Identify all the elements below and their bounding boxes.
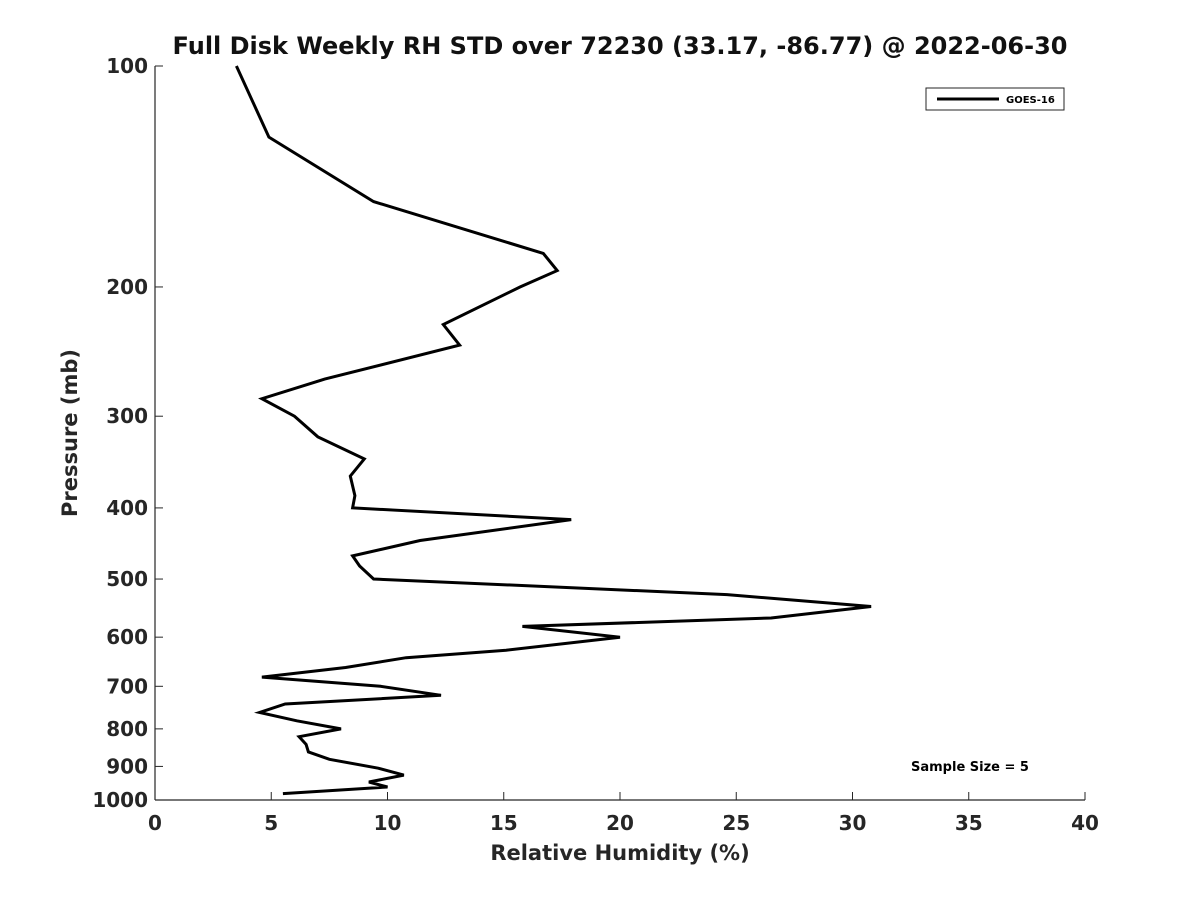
x-tick-label: 25 (722, 811, 750, 835)
x-tick-label: 20 (606, 811, 634, 835)
x-tick-label: 15 (490, 811, 518, 835)
y-tick-label: 100 (106, 54, 148, 78)
x-axis-ticks: 0 5 10 15 20 25 30 35 40 (148, 792, 1099, 835)
x-axis-label: Relative Humidity (%) (490, 841, 749, 865)
series-layer (235, 65, 872, 796)
y-tick-label: 1000 (92, 788, 148, 812)
y-tick-label: 900 (106, 754, 148, 778)
x-tick-label: 30 (839, 811, 867, 835)
sample-size-annotation: Sample Size = 5 (911, 760, 1029, 775)
y-tick-label: 600 (106, 625, 148, 649)
x-tick-label: 5 (264, 811, 278, 835)
x-tick-label: 10 (374, 811, 402, 835)
y-tick-label: 500 (106, 567, 148, 591)
y-tick-label: 700 (106, 674, 148, 698)
y-tick-label: 400 (106, 496, 148, 520)
y-tick-label: 800 (106, 717, 148, 741)
x-tick-label: 35 (955, 811, 983, 835)
x-tick-label: 0 (148, 811, 162, 835)
y-axis-ticks: 100 200 300 400 500 600 700 800 900 1000 (92, 54, 163, 812)
y-axis-label: Pressure (mb) (58, 349, 82, 517)
series-line-goes-16 (235, 65, 872, 796)
chart-title: Full Disk Weekly RH STD over 72230 (33.1… (173, 32, 1068, 60)
legend: GOES-16 (925, 87, 1065, 111)
y-tick-label: 200 (106, 275, 148, 299)
legend-label-goes-16: GOES-16 (1006, 95, 1055, 106)
x-tick-label: 40 (1071, 811, 1099, 835)
y-tick-label: 300 (106, 404, 148, 428)
